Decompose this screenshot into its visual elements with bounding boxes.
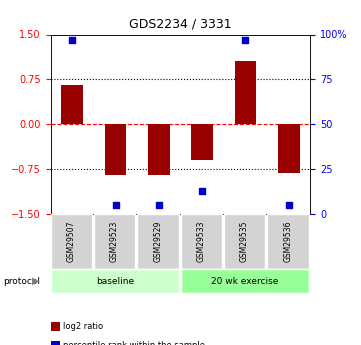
- Point: [156, 202, 162, 208]
- Point: [199, 188, 205, 193]
- Bar: [278, 124, 300, 173]
- Bar: [61, 85, 83, 124]
- Text: GSM29535: GSM29535: [240, 221, 249, 262]
- Point: [243, 37, 248, 43]
- Text: GSM29536: GSM29536: [283, 221, 292, 262]
- Text: GDS2234 / 3331: GDS2234 / 3331: [129, 17, 232, 30]
- Text: GSM29533: GSM29533: [197, 221, 206, 262]
- Text: protocol: protocol: [4, 277, 40, 286]
- Bar: [105, 124, 126, 175]
- Text: baseline: baseline: [96, 277, 134, 286]
- Bar: [191, 124, 213, 160]
- Point: [286, 202, 292, 208]
- Text: GSM29529: GSM29529: [153, 221, 162, 262]
- Text: log2 ratio: log2 ratio: [63, 322, 103, 331]
- Bar: [235, 61, 256, 124]
- Text: GSM29507: GSM29507: [67, 221, 76, 262]
- Text: 20 wk exercise: 20 wk exercise: [211, 277, 279, 286]
- Point: [113, 202, 118, 208]
- Text: percentile rank within the sample: percentile rank within the sample: [63, 341, 205, 345]
- Text: ▶: ▶: [32, 276, 40, 286]
- Text: GSM29523: GSM29523: [110, 221, 119, 262]
- Point: [69, 37, 75, 43]
- Bar: [148, 124, 170, 175]
